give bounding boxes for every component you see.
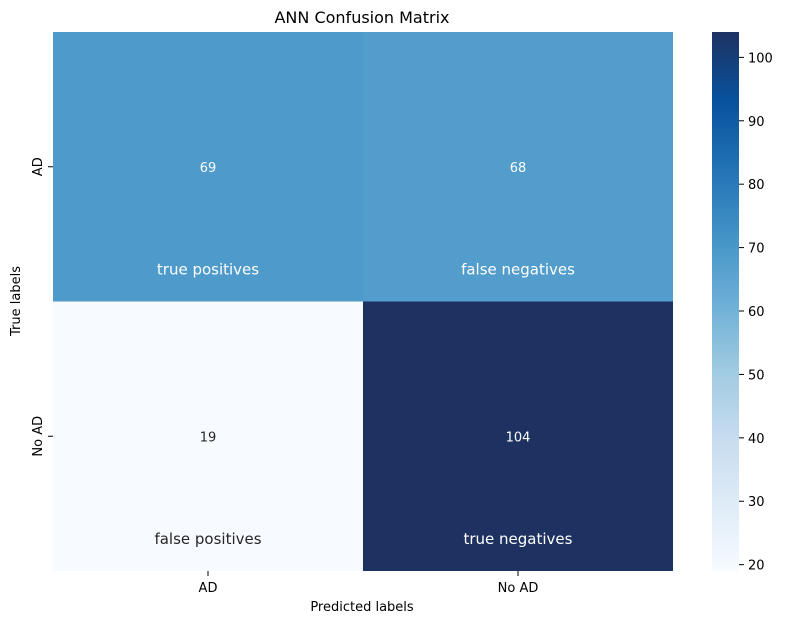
- y-axis-label: True labels: [9, 266, 24, 337]
- cell-value-r0-c0: 69: [200, 161, 217, 176]
- heatmap-cell-r1-c1: [363, 301, 673, 571]
- x-tick-label: AD: [199, 581, 218, 596]
- cell-annotation-r1-c0: false positives: [154, 530, 261, 548]
- cell-annotation-r1-c1: true negatives: [464, 530, 573, 548]
- heatmap-cell-r0-c0: [53, 32, 363, 302]
- cell-value-r1-c1: 104: [506, 430, 531, 445]
- chart-title: ANN Confusion Matrix: [274, 8, 449, 27]
- heatmap-cells: [53, 32, 673, 571]
- colorbar-tick-label: 40: [748, 432, 765, 447]
- colorbar-ticks: 20 30 40 50 60 70 80 90 100: [739, 51, 773, 574]
- cell-annotation-r0-c0: true positives: [157, 261, 259, 279]
- cell-annotation-r0-c1: false negatives: [461, 261, 575, 279]
- colorbar-tick-label: 50: [748, 368, 765, 383]
- heatmap-cell-r1-c0: [53, 301, 363, 571]
- cell-value-r0-c1: 68: [510, 161, 527, 176]
- colorbar-tick-label: 80: [748, 178, 765, 193]
- cell-value-r1-c0: 19: [200, 430, 217, 445]
- y-tick-label: No AD: [31, 416, 46, 457]
- colorbar-tick-label: 90: [748, 115, 765, 130]
- colorbar-tick-label: 100: [748, 51, 773, 66]
- x-axis-ticks: AD No AD: [199, 571, 539, 596]
- x-axis-label: Predicted labels: [310, 600, 414, 615]
- colorbar-tick-label: 30: [748, 495, 765, 510]
- x-tick-label: No AD: [498, 581, 539, 596]
- colorbar-tick-label: 20: [748, 559, 765, 574]
- heatmap-cell-labels: 69 true positives 68 false negatives 19 false…: [154, 161, 575, 548]
- heatmap-cell-r0-c1: [363, 32, 673, 302]
- colorbar-tick-label: 70: [748, 242, 765, 257]
- colorbar: [712, 32, 739, 571]
- colorbar-tick-label: 60: [748, 305, 765, 320]
- y-axis-ticks: AD No AD: [31, 157, 53, 457]
- y-tick-label: AD: [31, 157, 46, 176]
